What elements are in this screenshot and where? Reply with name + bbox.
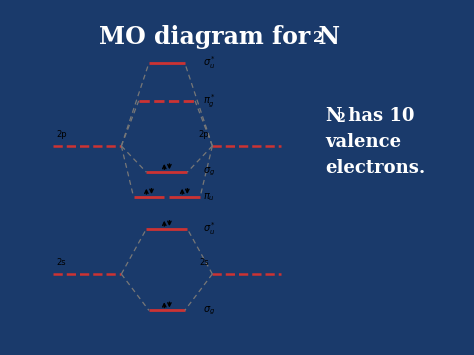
Text: 2s: 2s [200,258,210,267]
Text: valence: valence [325,133,401,151]
Text: $\sigma^*_u$: $\sigma^*_u$ [203,55,216,71]
Text: $\pi_u$: $\pi_u$ [203,191,215,203]
Text: $\sigma_g$: $\sigma_g$ [203,304,215,317]
Text: electrons.: electrons. [325,159,425,177]
Text: $\sigma_g$: $\sigma_g$ [203,166,215,178]
Text: 2p: 2p [199,130,210,139]
Text: has 10: has 10 [342,107,414,125]
Text: 2: 2 [336,112,345,125]
Text: N: N [325,107,341,125]
Text: MO diagram for N: MO diagram for N [100,25,340,49]
Text: 2s: 2s [56,258,65,267]
Text: 2: 2 [313,31,323,45]
Text: 2p: 2p [56,130,66,139]
Text: $\pi^*_g$: $\pi^*_g$ [203,92,216,110]
Text: $\sigma^*_u$: $\sigma^*_u$ [203,220,216,237]
